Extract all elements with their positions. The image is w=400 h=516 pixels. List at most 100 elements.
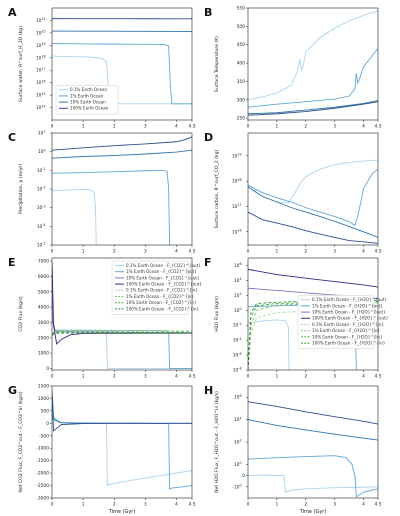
panel-letter: G (8, 384, 17, 397)
y-tick-label: 550 (237, 6, 246, 12)
legend-entry: 100% Earth Ocean - F_{CO2}^{out} (126, 282, 202, 287)
y-tick-label: 1015 (36, 92, 46, 99)
y-axis-label: H2O Flux (kg/s) (214, 296, 220, 332)
panel-letter: A (8, 6, 17, 19)
y-tick-label: 0 (46, 366, 49, 372)
x-tick-label: 2 (113, 249, 116, 255)
x-tick-label: 1 (275, 124, 278, 130)
panel-F: 0 1 2 3 4 4.5 106 104 102 100 10-2 10-4 10-6 10-8 F H2O… (204, 256, 389, 380)
y-tick-label: 5000 (38, 289, 49, 295)
x-tick-label: 0 (247, 249, 250, 255)
legend-entry: 0.1% Earth Ocean - F_{H2O}^{out} (312, 297, 387, 302)
y-tick-label: 10-8 (233, 367, 242, 374)
y-tick-label: 1500 (38, 384, 49, 390)
x-tick-label: 2 (304, 124, 307, 130)
legend-entry: 10% Earth Ocean - F_{H2O}^{out} (312, 310, 386, 315)
x-tick-label: 4 (362, 374, 365, 380)
y-tick-label: 106 (234, 394, 242, 401)
y-tick-label: 1016 (36, 79, 46, 86)
series-line-B-3 (248, 101, 378, 116)
y-tick-label: 10-2 (37, 186, 46, 193)
axes-frame (51, 257, 193, 371)
x-tick-label: 3 (144, 249, 147, 255)
x-tick-label: 3 (333, 374, 336, 380)
y-tick-label: 500 (237, 24, 246, 30)
legend-entry: 1% Earth Ocean - F_{H2O}^{in} (312, 328, 381, 333)
legend-entry: 100% Earth Ocean (70, 106, 109, 111)
series-line-F-3 (248, 268, 378, 288)
series-group (52, 262, 192, 369)
y-tick-label: 500 (41, 408, 50, 414)
x-tick-label: 3 (144, 374, 147, 380)
x-tick-label: 4.5 (375, 249, 382, 255)
x-tick-label: 3 (333, 124, 336, 130)
x-tick-label: 1 (275, 374, 278, 380)
series-line-H-1 (248, 455, 378, 498)
y-tick-label: -3000 (36, 496, 49, 502)
series-line-E-7 (52, 332, 192, 336)
y-tick-label: 1016 (232, 228, 242, 235)
axes-frame (247, 385, 379, 499)
legend-entry: 10% Earth Ocean - F_{H2O}^{in} (312, 334, 383, 339)
series-line-G-1 (52, 390, 192, 491)
x-tick-label: 1 (82, 374, 85, 380)
series-line-B-1 (248, 48, 378, 108)
panel-G: 0 1 2 3 4 4.5 1500 1000 500 0 -500 -1000 -1500 -2000 -… (8, 384, 196, 516)
panel-letter: H (204, 384, 213, 397)
y-tick-label: -500 (39, 433, 49, 439)
x-tick-label: 4.5 (375, 124, 382, 130)
y-tick-label: 1018 (36, 54, 46, 61)
x-tick-label: 0 (51, 374, 54, 380)
axes-frame (51, 132, 193, 246)
y-tick-label: 100 (38, 148, 46, 155)
axes-frame (247, 132, 379, 246)
legend-box (297, 295, 375, 350)
legend-entry: 1% Earth Ocean - F_{H2O}^{out} (312, 303, 384, 308)
legend-entry: 100% Earth Ocean - F_{H2O}^{in} (312, 341, 386, 346)
legend-box (111, 260, 189, 315)
x-tick-label: 4 (362, 124, 365, 130)
axes-frame (247, 257, 379, 371)
legend-entry: 10% Earth Ocean - F_{CO2}^{in} (126, 300, 197, 305)
y-tick-label: 1000 (38, 351, 49, 357)
series-line-E-6 (52, 331, 192, 336)
legend-entry: 0.1% Earth Ocean (70, 87, 107, 92)
axes-frame (247, 7, 379, 121)
panel-letter: B (204, 6, 212, 19)
series-group (248, 10, 378, 116)
y-tick-label: 10-1 (37, 167, 46, 174)
legend-box (55, 84, 119, 115)
y-axis-label: Precipitation, p (m/yr) (18, 164, 24, 214)
y-tick-label: 10-6 (233, 352, 242, 359)
y-tick-label: 6000 (38, 274, 49, 280)
y-tick-label: 10-5 (37, 242, 46, 249)
y-tick-label: 1020 (36, 30, 46, 37)
series-line-B-2 (248, 100, 378, 115)
panel-letter: E (8, 256, 16, 269)
y-tick-label: 100 (234, 307, 242, 314)
x-tick-label: 1 (82, 249, 85, 255)
y-tick-label: 4000 (38, 305, 49, 311)
series-line-B-0 (248, 10, 378, 101)
x-tick-label: 4.5 (375, 502, 382, 508)
y-tick-label: -1000 (36, 446, 49, 452)
y-axis-label: Net CO2 Flux, F_CO2^out - F_CO2^in (kg/s… (18, 391, 24, 492)
x-tick-label: 4.5 (189, 124, 196, 130)
y-tick-label: -1500 (36, 458, 49, 464)
series-line-G-3 (52, 395, 192, 432)
y-tick-label: 0 (242, 473, 245, 479)
y-tick-label: 0 (46, 421, 49, 427)
series-line-C-3 (52, 136, 192, 151)
panel-letter: D (204, 131, 213, 144)
x-tick-label: 4 (175, 374, 178, 380)
x-tick-label: 4.5 (189, 374, 196, 380)
x-tick-label: 4 (175, 502, 178, 508)
y-tick-label: 1017 (36, 67, 46, 74)
x-tick-label: 2 (113, 124, 116, 130)
x-tick-label: 0 (51, 249, 54, 255)
x-tick-label: 0 (247, 502, 250, 508)
x-tick-label: 3 (333, 249, 336, 255)
